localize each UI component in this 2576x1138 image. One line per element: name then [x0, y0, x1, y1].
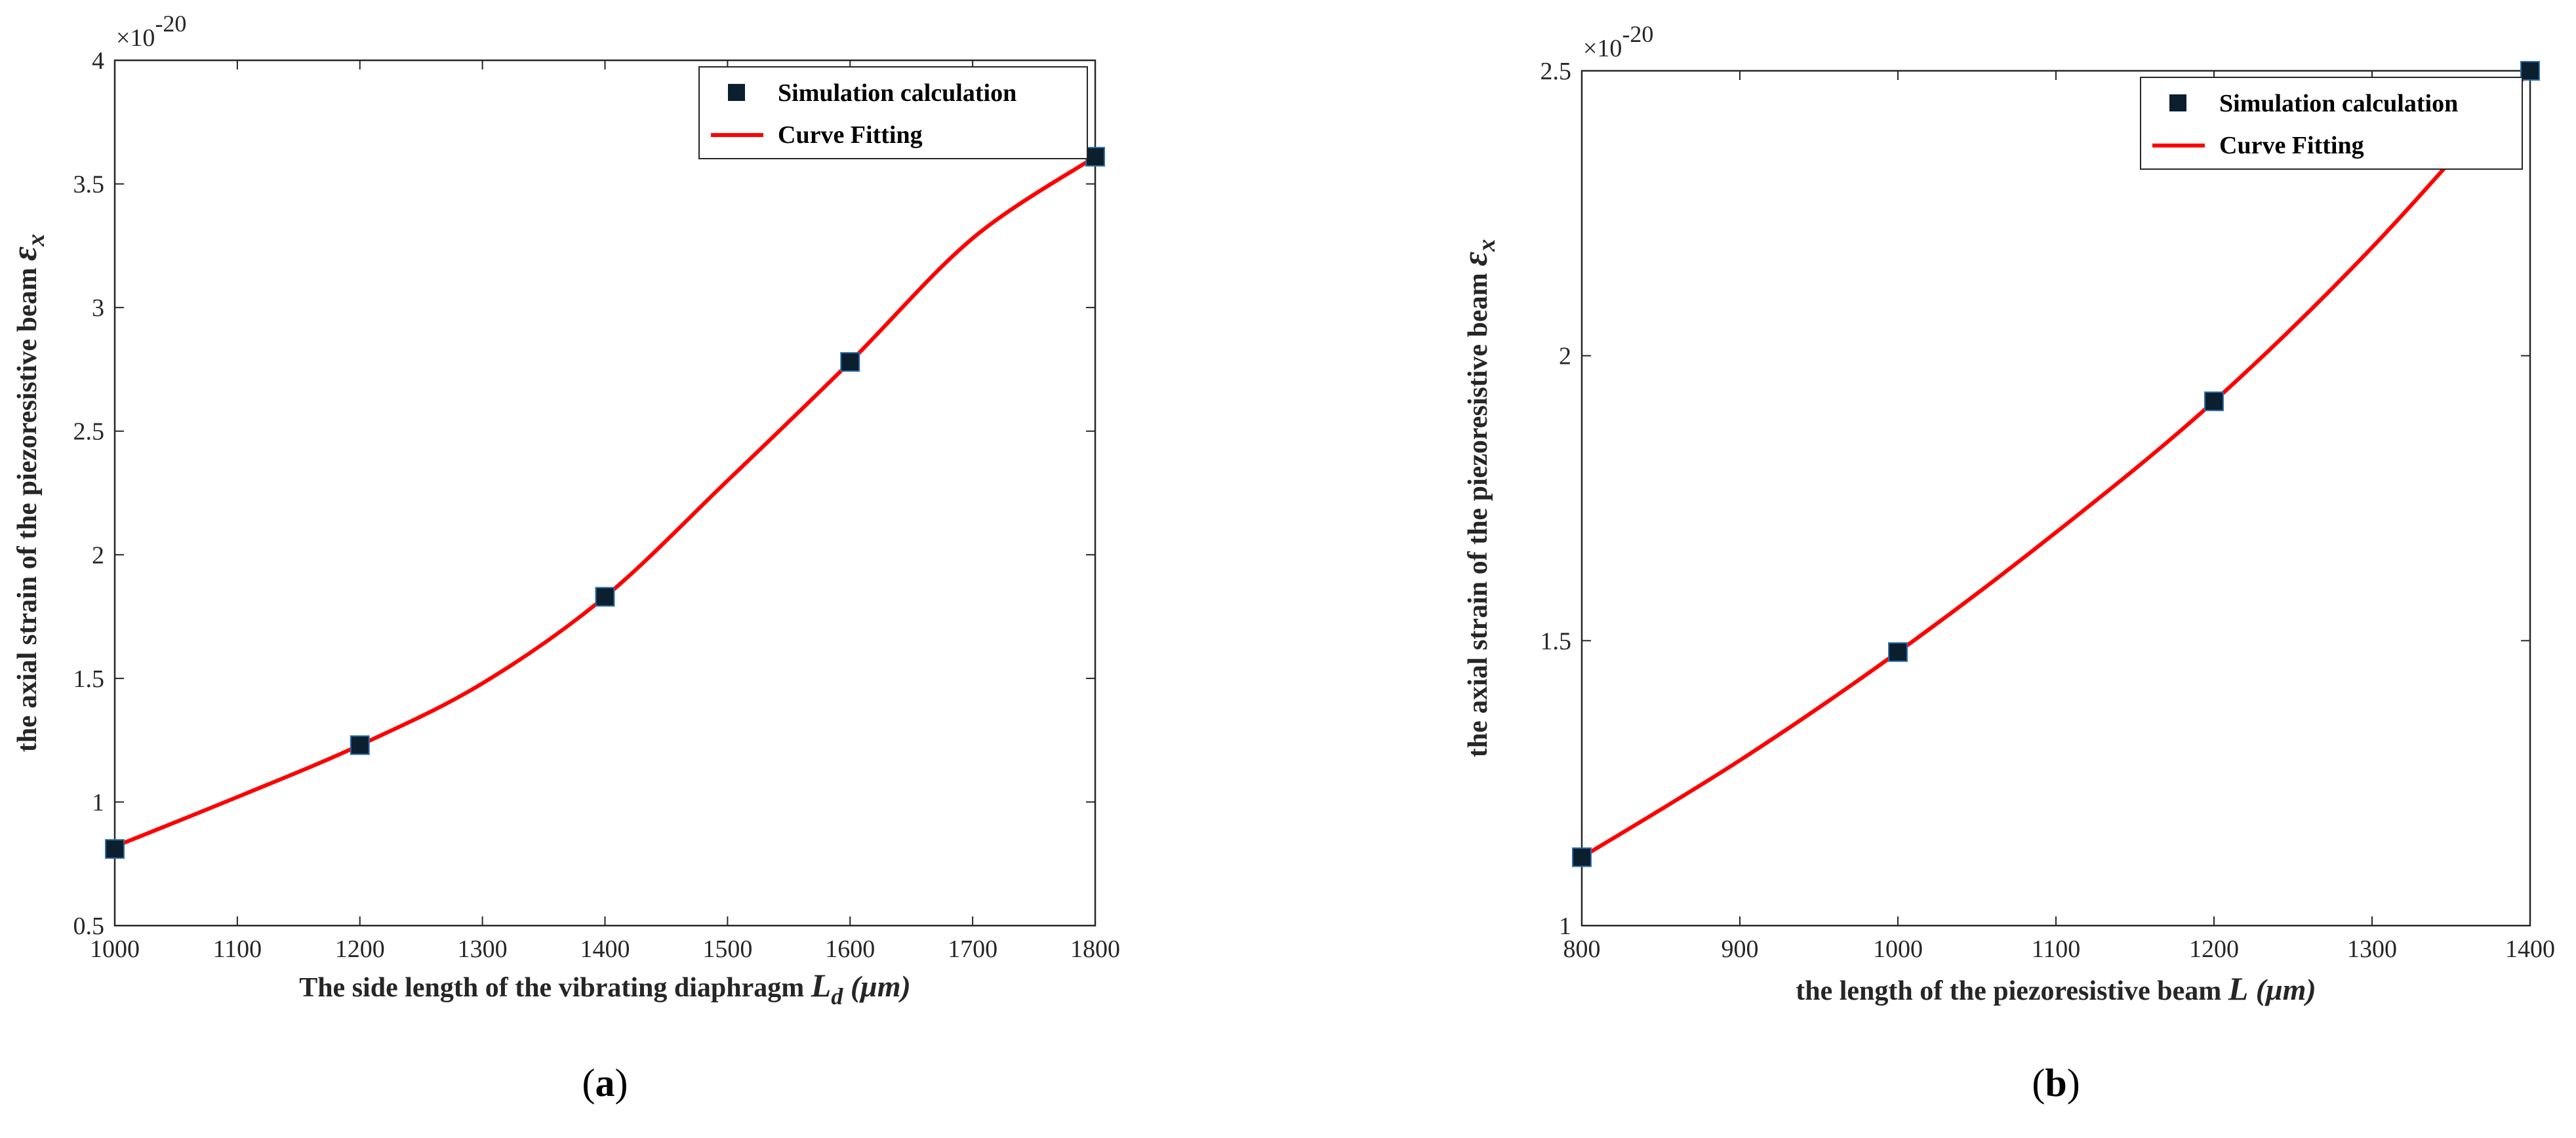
legend: Simulation calculation Curve Fitting — [2140, 77, 2523, 170]
data-point-marker — [1888, 642, 1908, 662]
data-point-marker — [1572, 847, 1592, 867]
x-tick-label: 1400 — [2505, 935, 2555, 963]
y-tick-label: 0.5 — [73, 912, 105, 940]
data-point-marker — [105, 839, 125, 859]
fit-curve-line — [1580, 69, 2532, 859]
data-point-marker — [2520, 61, 2540, 81]
y-tick-label: 1.5 — [1540, 627, 1572, 655]
data-point-marker — [350, 735, 370, 755]
x-tick-label: 1800 — [1070, 935, 1120, 963]
x-tick-label: 1300 — [458, 935, 508, 963]
y-axis-label: the axial strain of the piezoresistive b… — [1455, 239, 1500, 757]
y-exponent-label: ×10-20 — [1583, 21, 1653, 62]
legend-box — [2140, 77, 2523, 170]
y-tick-label: 1 — [92, 789, 104, 816]
y-axis-label: the axial strain of the piezoresistive b… — [5, 234, 50, 752]
y-tick-label: 2 — [1559, 343, 1571, 370]
x-tick-label: 1200 — [335, 935, 385, 963]
y-tick-label: 3 — [92, 294, 104, 322]
panel-label: (a) — [582, 1061, 628, 1105]
y-tick-label: 2.5 — [1540, 58, 1572, 85]
legend-box — [698, 66, 1088, 159]
y-tick-label: 2.5 — [73, 418, 105, 446]
x-tick-label: 800 — [1563, 935, 1601, 963]
legend-label-fit: Curve Fitting — [2219, 132, 2364, 159]
x-tick-label: 1500 — [702, 935, 752, 963]
data-point-marker — [595, 587, 615, 607]
legend-label-simulation: Simulation calculation — [2219, 90, 2458, 117]
chart-panel-a: 1000 1100 1200 1300 1400 1500 1600 1700 1800 0.5 1… — [5, 10, 1120, 1105]
data-point-marker — [2204, 391, 2224, 412]
x-tick-label: 1400 — [580, 935, 630, 963]
panel-label: (b) — [2032, 1061, 2080, 1105]
legend-label-simulation: Simulation calculation — [778, 79, 1016, 107]
x-axis-label: The side length of the vibrating diaphra… — [299, 967, 911, 1010]
plot-area — [1580, 69, 2531, 927]
legend-marker-icon — [728, 84, 745, 101]
x-tick-label: 1100 — [213, 935, 262, 963]
legend-marker-icon — [2169, 94, 2186, 111]
y-tick-label: 1 — [1559, 912, 1571, 940]
x-tick-label: 900 — [1721, 935, 1759, 963]
y-tick-label: 2 — [92, 541, 104, 569]
plot-area — [113, 59, 1097, 927]
y-tick-label: 4 — [92, 47, 104, 75]
x-tick-label: 1600 — [825, 935, 875, 963]
x-tick-label: 1700 — [948, 935, 997, 963]
fit-curve-line — [113, 155, 1097, 849]
x-tick-label: 1000 — [90, 935, 140, 963]
y-tick-label: 3.5 — [73, 171, 105, 199]
y-exponent-label: ×10-20 — [116, 10, 186, 52]
x-tick-label: 1300 — [2347, 935, 2397, 963]
x-axis-label: the length of the piezoresistive beam L … — [1796, 970, 2316, 1007]
legend: Simulation calculation Curve Fitting — [698, 66, 1088, 159]
legend-label-fit: Curve Fitting — [778, 121, 923, 149]
x-tick-label: 1000 — [1873, 935, 1923, 963]
x-tick-label: 1100 — [2032, 935, 2081, 963]
data-point-marker — [840, 352, 860, 372]
x-tick-label: 1200 — [2189, 935, 2239, 963]
y-tick-label: 1.5 — [73, 665, 105, 693]
data-point-marker — [1085, 147, 1105, 167]
chart-panel-b: 800 900 1000 1100 1200 1300 1400 1 1.5 2 2.5 ×10-20… — [1455, 21, 2555, 1105]
